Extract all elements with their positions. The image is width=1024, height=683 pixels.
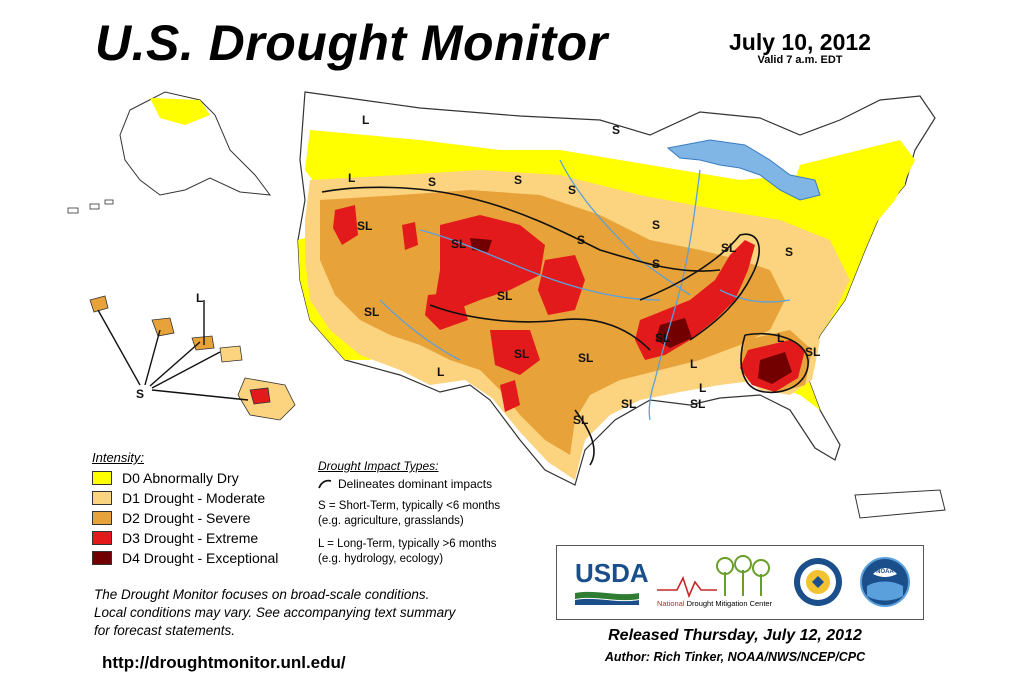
ndmc-logo-graphic: [657, 555, 770, 598]
impact-label: S: [785, 245, 793, 259]
valid-time: Valid 7 a.m. EDT: [757, 54, 843, 67]
alaska: [119, 91, 272, 196]
legend-item-d3: D3 Drought - Extreme: [92, 528, 312, 548]
disclaimer-note: The Drought Monitor focuses on broad-sca…: [94, 586, 554, 640]
impact-label: L: [362, 113, 369, 127]
note-line: for forecast statements.: [94, 623, 236, 638]
impact-label: SL: [357, 219, 372, 233]
d4-region-georgia: [758, 352, 792, 384]
impact-label: S: [514, 173, 522, 187]
impact-delineation-key: Delineates dominant impacts: [318, 477, 558, 491]
legend-item-d1: D1 Drought - Moderate: [92, 488, 312, 508]
drought-monitor-link[interactable]: http://droughtmonitor.unl.edu/: [102, 653, 346, 672]
impact-label: L: [690, 357, 697, 371]
legend-label: D1 Drought - Moderate: [122, 490, 266, 506]
legend-swatch: [92, 511, 112, 525]
impact-label: SL: [721, 241, 736, 255]
legend-label: D0 Abnormally Dry: [122, 470, 239, 486]
impact-label: S: [652, 218, 660, 232]
impact-label: SL: [655, 331, 670, 345]
impact-delineates-text: Delineates dominant impacts: [338, 477, 493, 491]
impact-long-term: L = Long-Term, typically >6 months: [318, 538, 497, 550]
legend-item-d4: D4 Drought - Exceptional: [92, 548, 312, 568]
impact-label: SL: [497, 289, 512, 303]
aleutian-islands: [67, 199, 114, 214]
released-date: Released Thursday, July 12, 2012: [608, 627, 862, 644]
impact-delineations: [321, 186, 809, 466]
d3-region-nm: [490, 330, 540, 375]
great-lakes: [666, 139, 821, 201]
impact-label: L: [699, 381, 706, 395]
impact-label: SL: [514, 347, 529, 361]
doc-seal-logo: [794, 558, 842, 606]
intensity-legend: Intensity: D0 Abnormally Dry D1 Drought …: [92, 450, 312, 568]
impact-label: SL: [573, 413, 588, 427]
impact-label: SL: [364, 305, 379, 319]
impact-label: SL: [578, 351, 593, 365]
impact-label: SL: [621, 397, 636, 411]
impact-label: L: [437, 365, 444, 379]
legend-swatch: [92, 471, 112, 485]
impact-label: S: [136, 387, 144, 401]
impact-short-term: S = Short-Term, typically <6 months: [318, 500, 501, 512]
impact-label: SL: [690, 397, 705, 411]
d3-region-utah: [333, 205, 358, 245]
impact-label: SL: [451, 237, 466, 251]
ndmc-caption-a: National: [657, 599, 685, 608]
d3-region-kansas: [538, 255, 585, 315]
page-title: U.S. Drought Monitor: [95, 15, 608, 71]
hawaii-callout-lines: [97, 300, 249, 401]
usda-logo-graphic: [575, 591, 639, 605]
legend-swatch: [92, 491, 112, 505]
legend-swatch: [92, 531, 112, 545]
legend-label: D3 Drought - Extreme: [122, 530, 259, 546]
impact-label: S: [612, 123, 620, 137]
note-line: The Drought Monitor focuses on broad-sca…: [94, 587, 430, 602]
puerto-rico: [854, 489, 946, 519]
impact-label: S: [428, 175, 436, 189]
map-date: July 10, 2012: [729, 29, 871, 55]
author-credit: Author: Rich Tinker, NOAA/NWS/NCEP/CPC: [604, 650, 866, 664]
d2-region-main: [320, 190, 785, 455]
impact-types-legend: Drought Impact Types: Delineates dominan…: [318, 459, 558, 567]
impact-label: L: [196, 291, 203, 305]
impact-label: SL: [805, 345, 820, 359]
d0-region-ne: [790, 140, 915, 240]
ndmc-caption: National Drought Mitigation Center: [657, 599, 772, 608]
hawaii: [89, 295, 296, 421]
impact-long-term-example: (e.g. hydrology, ecology): [318, 553, 444, 565]
noaa-logo: NOAA: [860, 557, 910, 607]
legend-item-d0: D0 Abnormally Dry: [92, 468, 312, 488]
d3-region-nevada: [402, 222, 418, 250]
d3-region-texas: [500, 380, 520, 412]
noaa-logo-text: NOAA: [876, 569, 894, 575]
impact-label: S: [577, 233, 585, 247]
ndmc-caption-b: Drought Mitigation Center: [686, 599, 773, 608]
rivers: [379, 159, 791, 421]
usda-logo: USDA: [575, 558, 649, 588]
impact-labels: L S L S S S S SL SL S SL S SL SL SL L SL…: [136, 113, 820, 427]
legend-swatch: [92, 551, 112, 565]
legend-label: D2 Drought - Severe: [122, 510, 251, 526]
legend-item-d2: D2 Drought - Severe: [92, 508, 312, 528]
delineation-line-icon: [318, 479, 332, 489]
note-line: Local conditions may vary. See accompany…: [94, 605, 456, 620]
legend-label: D4 Drought - Exceptional: [122, 550, 279, 566]
impact-label: L: [777, 331, 784, 345]
impact-title: Drought Impact Types:: [318, 459, 439, 473]
alaska-d0: [150, 98, 210, 125]
legend-title: Intensity:: [92, 450, 145, 465]
date-block: July 10, 2012 Valid 7 a.m. EDT: [700, 30, 900, 66]
partner-logos: USDA National Drought Mitigation Center …: [556, 545, 924, 620]
impact-label: S: [652, 257, 660, 271]
impact-short-term-example: (e.g. agriculture, grasslands): [318, 515, 464, 527]
impact-label: L: [348, 171, 355, 185]
impact-label: S: [568, 183, 576, 197]
d3-region-colorado: [435, 215, 545, 310]
